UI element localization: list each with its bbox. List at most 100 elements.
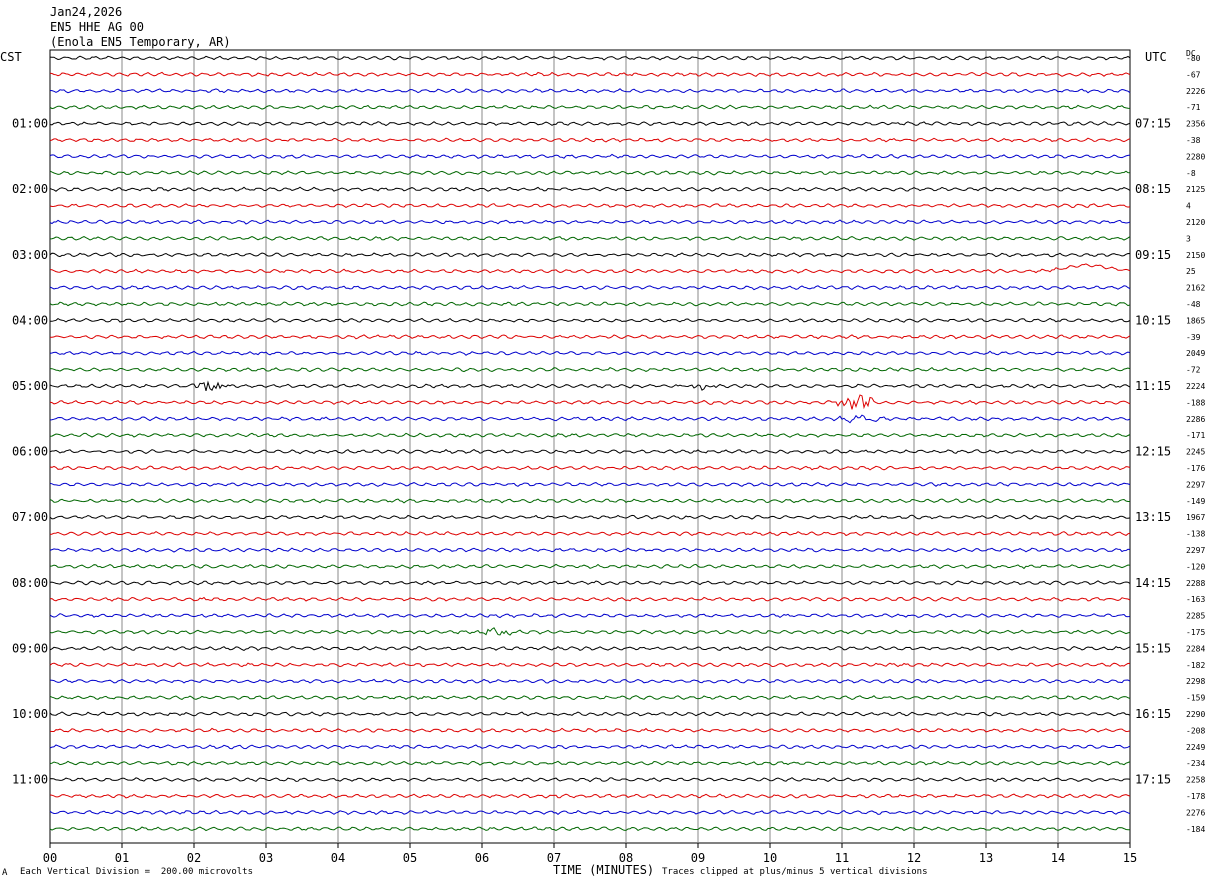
x-tick-label: 07	[547, 851, 561, 865]
dc-offset-label: -208	[1186, 726, 1205, 735]
dc-offset-label: 2245	[1186, 448, 1205, 457]
dc-offset-label: -72	[1186, 366, 1201, 375]
dc-offset-label: -184	[1186, 825, 1205, 834]
trace-line-21	[49, 380, 1131, 392]
dc-offset-label: 1865	[1186, 316, 1205, 325]
dc-offset-label: 2258	[1186, 776, 1205, 785]
right-hour-label: 09:15	[1135, 248, 1171, 262]
trace-line-23	[49, 414, 1131, 424]
right-hour-label: 16:15	[1135, 707, 1171, 721]
trace-line-38	[49, 662, 1131, 668]
dc-offset-label: 2290	[1186, 710, 1205, 719]
footer-mark: A	[2, 868, 8, 878]
dc-offset-label: 3	[1186, 234, 1191, 243]
trace-line-44	[49, 760, 1131, 766]
right-hour-label: 10:15	[1135, 313, 1171, 327]
dc-offset-label: -67	[1186, 70, 1201, 79]
trace-line-22	[49, 394, 1131, 410]
dc-offset-label: 2356	[1186, 120, 1205, 129]
x-tick-label: 03	[259, 851, 273, 865]
left-hour-label: 07:00	[12, 510, 48, 524]
trace-line-14	[49, 263, 1131, 274]
right-timezone-label: UTC	[1145, 50, 1167, 64]
dc-offset-label: 2162	[1186, 284, 1205, 293]
plot-frame	[49, 49, 1131, 844]
dc-offset-label: -8	[1186, 169, 1196, 178]
dc-offset-label: 4	[1186, 202, 1191, 211]
trace-line-4	[49, 104, 1131, 110]
trace-line-18	[50, 334, 1131, 340]
dc-offset-label: -163	[1186, 595, 1205, 604]
left-hour-label: 10:00	[12, 707, 48, 721]
dc-offset-label: -48	[1186, 300, 1201, 309]
dc-offset-label: -38	[1186, 136, 1201, 145]
x-tick-label: 15	[1123, 851, 1137, 865]
right-hour-label: 08:15	[1135, 182, 1171, 196]
trace-line-17	[50, 317, 1131, 323]
right-hour-label: 07:15	[1135, 117, 1171, 131]
dc-offset-label: -176	[1186, 464, 1205, 473]
trace-line-16	[49, 301, 1131, 307]
trace-line-35	[49, 613, 1131, 619]
dc-offset-label: 2125	[1186, 185, 1205, 194]
trace-line-12	[49, 235, 1131, 242]
dc-offset-label: -178	[1186, 792, 1205, 801]
header-date: Jan24,2026	[50, 5, 123, 19]
x-tick-label: 08	[619, 851, 633, 865]
left-timezone-label: CST	[0, 50, 22, 64]
x-tick-label: 01	[115, 851, 129, 865]
trace-line-46	[49, 793, 1131, 799]
trace-line-48	[49, 826, 1130, 832]
dc-offset-label: -188	[1186, 398, 1205, 407]
header-location: (Enola EN5 Temporary, AR)	[50, 35, 231, 49]
x-tick-label: 13	[979, 851, 993, 865]
scale-note: Each Vertical Division = 200.00 microvol…	[20, 867, 253, 877]
trace-line-41	[49, 711, 1131, 717]
x-tick-label: 12	[907, 851, 921, 865]
trace-line-27	[49, 481, 1131, 487]
trace-line-19	[49, 350, 1131, 356]
trace-line-37	[49, 645, 1131, 652]
left-hour-label: 05:00	[12, 379, 48, 393]
dc-offset-label: -171	[1186, 431, 1205, 440]
header-station: EN5 HHE AG 00	[50, 20, 144, 34]
left-hour-label: 03:00	[12, 248, 48, 262]
trace-line-6	[49, 137, 1131, 143]
trace-line-25	[49, 449, 1131, 455]
left-hour-label: 04:00	[12, 313, 48, 327]
dc-offset-label: 2297	[1186, 480, 1205, 489]
x-tick-label: 02	[187, 851, 201, 865]
trace-line-11	[49, 219, 1131, 225]
trace-line-9	[49, 186, 1131, 192]
x-tick-label: 00	[43, 851, 57, 865]
dc-offset-label: 2280	[1186, 152, 1205, 161]
trace-line-3	[49, 88, 1131, 94]
dc-offset-label: 1967	[1186, 513, 1205, 522]
trace-line-10	[49, 203, 1131, 209]
trace-line-36	[49, 627, 1131, 636]
right-hour-label: 13:15	[1135, 510, 1171, 524]
trace-line-28	[49, 498, 1130, 504]
dc-offset-label: 2249	[1186, 743, 1205, 752]
trace-line-24	[49, 432, 1131, 438]
trace-line-5	[49, 121, 1131, 127]
trace-line-42	[49, 727, 1131, 733]
left-hour-label: 01:00	[12, 117, 48, 131]
x-axis-title: TIME (MINUTES)	[553, 863, 655, 877]
dc-offset-label: 2224	[1186, 382, 1205, 391]
dc-offset-label: 25	[1186, 267, 1196, 276]
dc-offset-label: -175	[1186, 628, 1205, 637]
dc-offset-label: 2297	[1186, 546, 1205, 555]
x-tick-label: 10	[763, 851, 777, 865]
dc-offset-label: 2120	[1186, 218, 1205, 227]
x-tick-label: 05	[403, 851, 417, 865]
trace-line-32	[49, 563, 1131, 570]
trace-line-13	[49, 252, 1131, 258]
dc-offset-label: -182	[1186, 661, 1205, 670]
right-hour-label: 14:15	[1135, 576, 1171, 590]
trace-line-34	[49, 596, 1131, 602]
trace-line-33	[49, 580, 1131, 586]
dc-offset-label: -159	[1186, 694, 1205, 703]
trace-line-30	[49, 530, 1131, 537]
trace-line-1	[49, 55, 1131, 61]
